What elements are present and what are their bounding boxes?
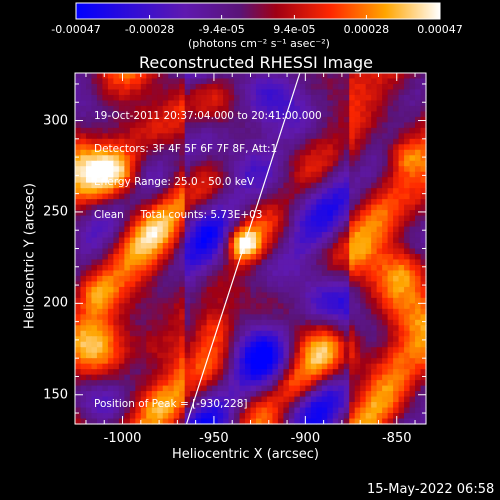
info-line-detectors: Detectors: 3F 4F 5F 6F 7F 8F, Att:1	[94, 143, 278, 155]
colorbar-tick-label: -9.4e-05	[198, 23, 245, 36]
image-pixels	[75, 73, 427, 425]
y-tick-label: 250	[43, 204, 68, 220]
observation-info: 19-Oct-2011 20:37:04.000 to 20:41:00.000…	[94, 89, 322, 232]
plot-title: Reconstructed RHESSI Image	[139, 53, 373, 72]
footer-timestamp: 15-May-2022 06:58	[367, 482, 495, 497]
y-axis-label: Heliocentric Y (arcsec)	[22, 183, 38, 329]
info-line-counts: Clean Total counts: 5.73E+03	[94, 209, 263, 221]
colorbar-gradient	[75, 2, 441, 20]
solar-limb-line	[185, 72, 301, 425]
colorbar-tick-label: -0.00047	[51, 23, 101, 36]
info-line-energy: Energy Range: 25.0 - 50.0 keV	[94, 176, 255, 188]
x-axis-label: Heliocentric X (arcsec)	[172, 447, 319, 462]
colorbar-tick-label: 0.00047	[417, 23, 463, 36]
info-line-time: 19-Oct-2011 20:37:04.000 to 20:41:00.000	[94, 110, 322, 122]
colorbar-tick-label: -0.00028	[124, 23, 175, 36]
colorbar-tick-label: 0.00028	[343, 23, 390, 36]
x-tick-label: -850	[381, 431, 412, 446]
x-tick-label: -950	[199, 431, 229, 446]
y-tick-label: 200	[43, 295, 68, 311]
peak-position-label: Position of Peak = [-930,228]	[94, 398, 248, 410]
colorbar-tick-label: 9.4e-05	[273, 23, 316, 36]
y-tick-label: 150	[43, 387, 68, 403]
y-tick-label: 300	[43, 113, 68, 129]
x-tick-label: -1000	[103, 431, 142, 446]
colorbar-units-label: (photons cm⁻² s⁻¹ asec⁻²)	[188, 37, 330, 50]
colorbar	[75, 2, 441, 20]
x-tick-label: -900	[290, 431, 321, 446]
